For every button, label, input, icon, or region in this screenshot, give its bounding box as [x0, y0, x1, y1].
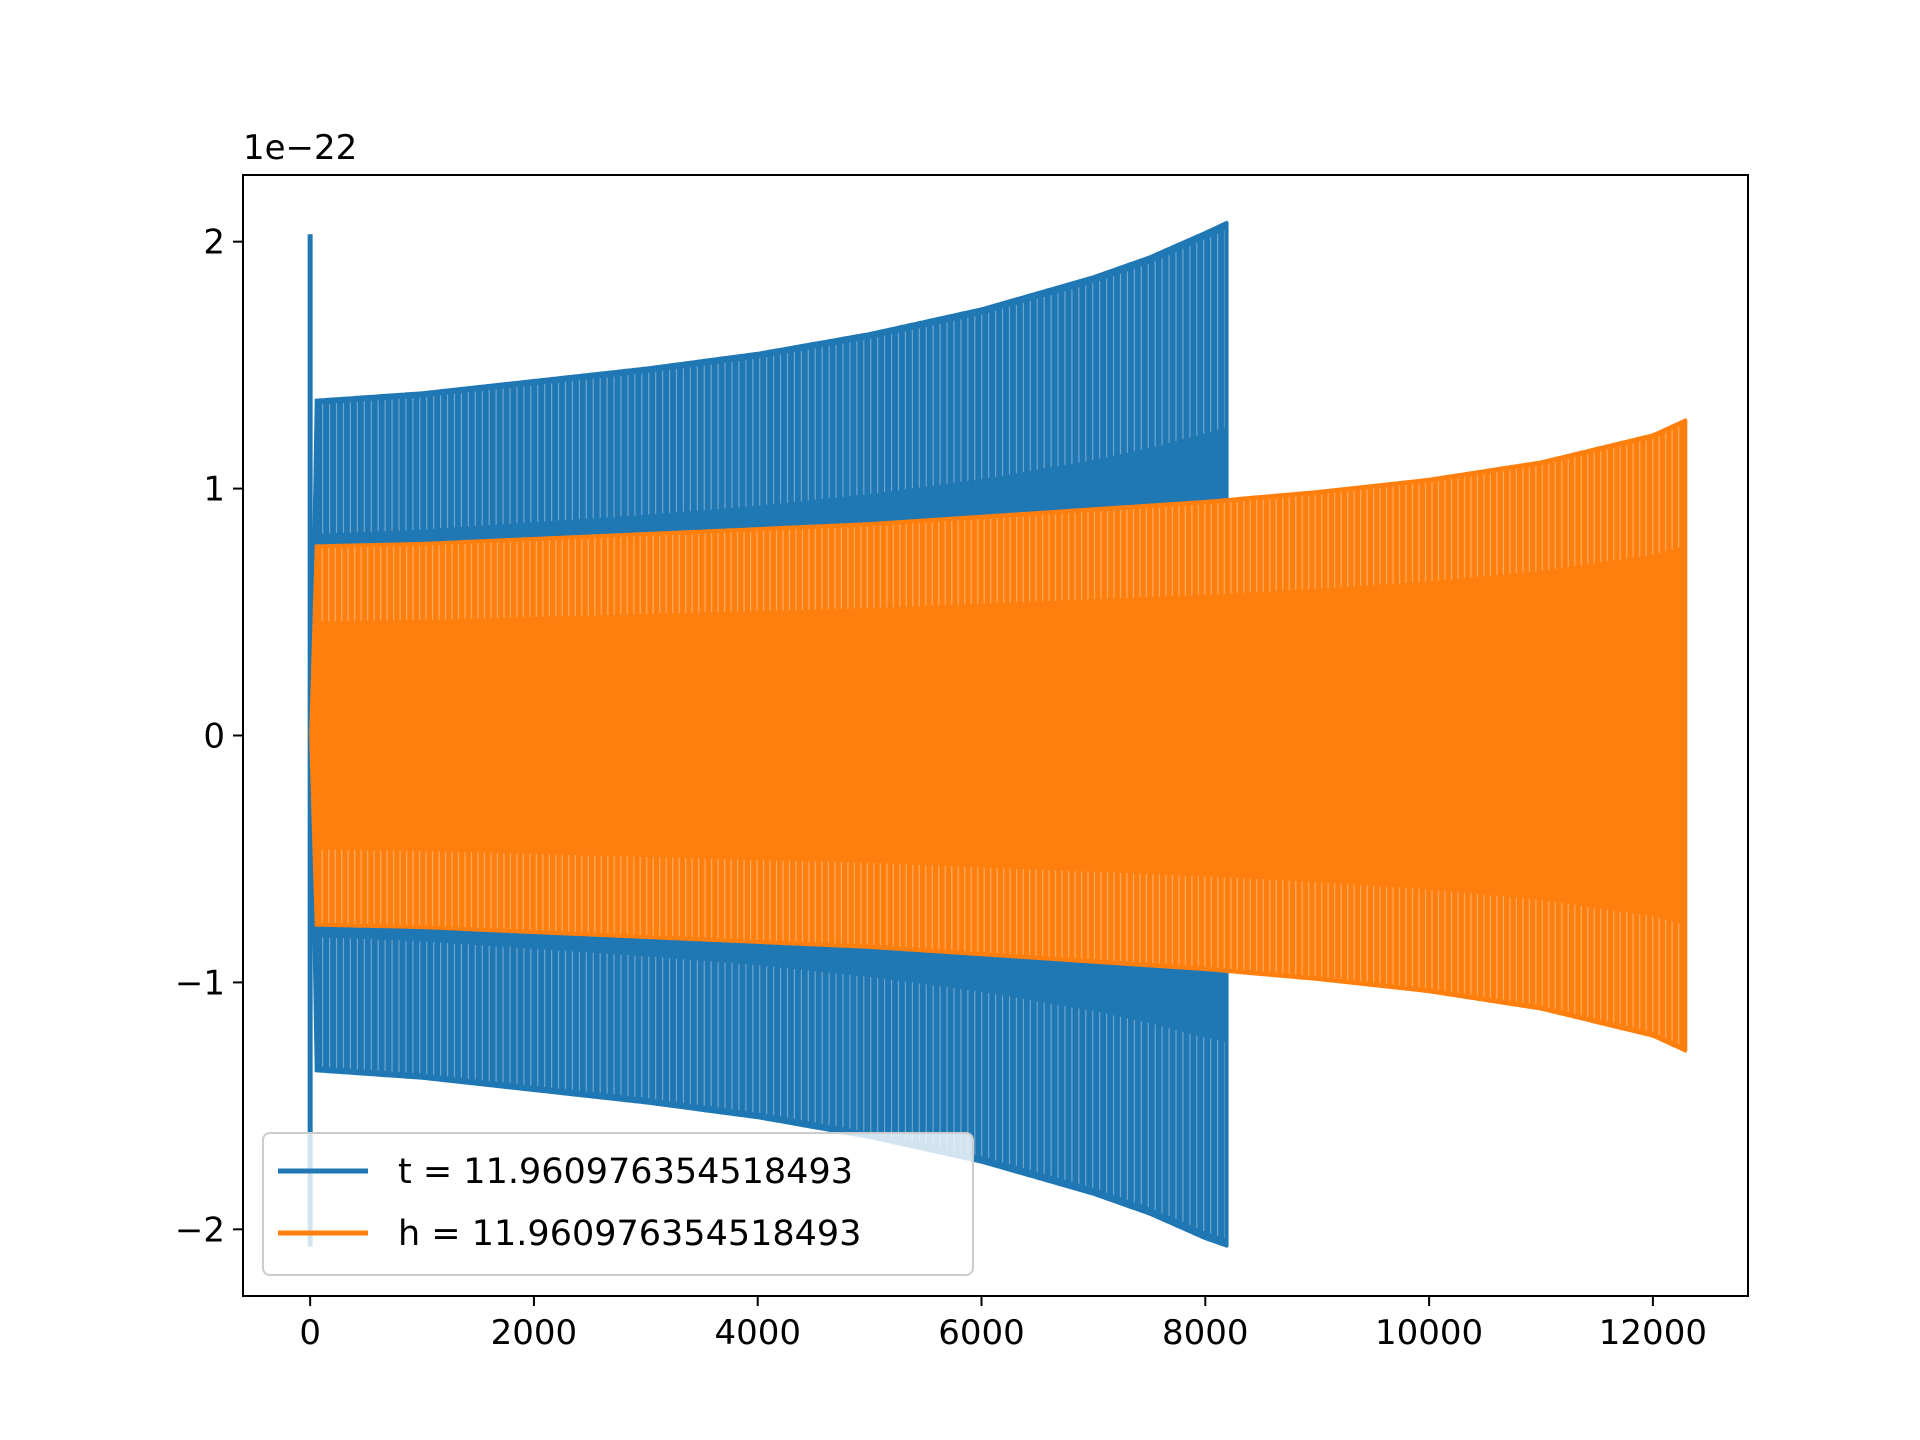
series-layer: [307, 220, 1688, 1248]
series-h: [309, 417, 1688, 1054]
legend-label-h: h = 11.960976354518493: [398, 1214, 861, 1254]
legend-box: [262, 1132, 974, 1276]
x-tick-label: 6000: [938, 1313, 1025, 1353]
y-tick-label: 0: [203, 717, 225, 757]
y-scale-offset-label: 1e−22: [243, 128, 357, 168]
y-tick-label: 1: [203, 470, 225, 510]
legend-label-t: t = 11.960976354518493: [398, 1152, 853, 1192]
x-tick-label: 12000: [1599, 1313, 1707, 1353]
y-tick-label: −2: [175, 1210, 225, 1250]
x-tick-label: 0: [299, 1313, 321, 1353]
x-axis: 0 2000 4000 6000 8000 10000 12000: [299, 1296, 1707, 1353]
y-tick-label: 2: [203, 223, 225, 263]
x-tick-label: 8000: [1162, 1313, 1249, 1353]
legend: t = 11.960976354518493 h = 11.9609763545…: [262, 1132, 974, 1276]
x-tick-label: 10000: [1375, 1313, 1483, 1353]
y-axis: −2 −1 0 1 2: [175, 223, 243, 1250]
x-tick-label: 2000: [491, 1313, 578, 1353]
y-tick-label: −1: [175, 963, 225, 1003]
x-tick-label: 4000: [714, 1313, 801, 1353]
